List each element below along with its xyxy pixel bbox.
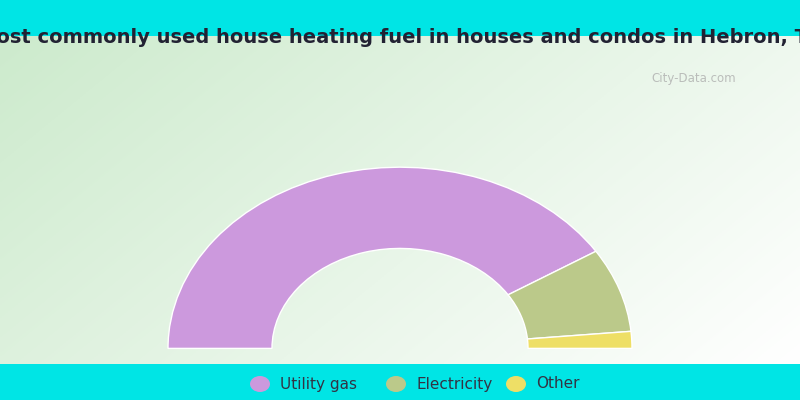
Wedge shape	[527, 331, 632, 348]
Wedge shape	[508, 251, 631, 339]
Text: Other: Other	[536, 376, 579, 392]
Text: Electricity: Electricity	[416, 376, 492, 392]
Text: Most commonly used house heating fuel in houses and condos in Hebron, TX: Most commonly used house heating fuel in…	[0, 28, 800, 47]
Text: City-Data.com: City-Data.com	[651, 72, 736, 85]
Text: Utility gas: Utility gas	[280, 376, 357, 392]
Wedge shape	[168, 167, 596, 348]
